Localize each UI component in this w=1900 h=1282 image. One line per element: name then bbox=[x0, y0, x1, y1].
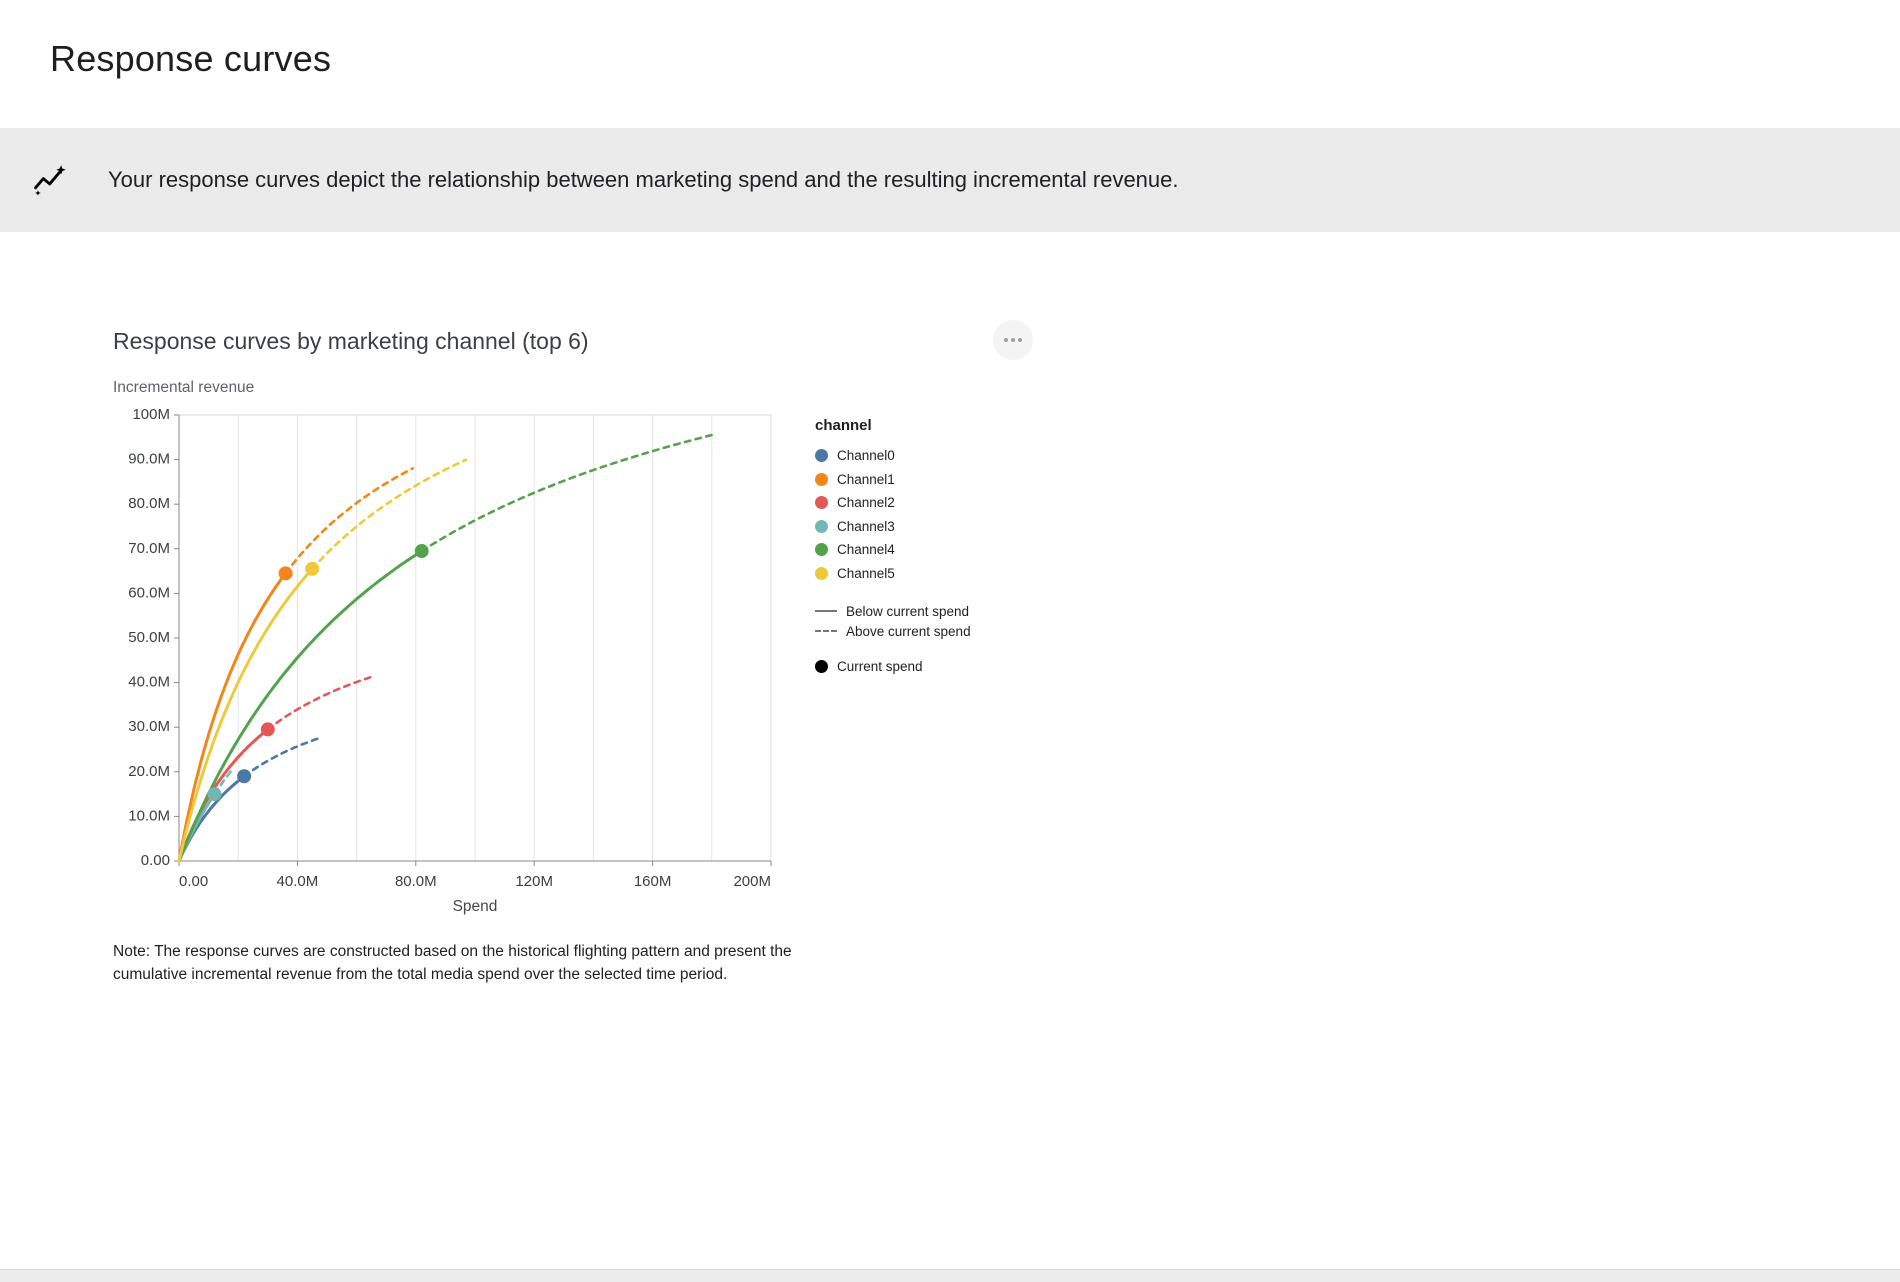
legend-item-label: Channel5 bbox=[837, 565, 895, 581]
chart-legend: channel Channel0 Channel1 Channel2 Channel3… bbox=[815, 401, 971, 679]
x-tick-label: 0.00 bbox=[179, 873, 208, 890]
legend-item-label: Channel4 bbox=[837, 542, 895, 558]
curve-channel1-above-current-spend bbox=[284, 467, 415, 575]
legend-swatch bbox=[815, 472, 828, 486]
current-spend-dot-channel1 bbox=[278, 566, 293, 581]
y-tick-label: 0.00 bbox=[141, 852, 170, 869]
legend-swatch bbox=[815, 449, 828, 463]
legend-item-label: Channel1 bbox=[837, 471, 895, 487]
response-curves-chart: 0.00 10.0M 20.0M 30.0M 40.0M 50.0M 60.0M 70.0M 8… bbox=[128, 406, 772, 915]
current-spend-dot-channel0 bbox=[237, 769, 252, 784]
y-tick-label: 20.0M bbox=[128, 763, 170, 780]
more-options-dot bbox=[1004, 338, 1008, 342]
legend-item-label: Below current spend bbox=[846, 603, 970, 619]
y-tick-label: 100M bbox=[132, 406, 170, 423]
more-options-button[interactable] bbox=[993, 320, 1033, 360]
legend-item-solid-line: Below current spend bbox=[815, 601, 971, 621]
legend-item-channel2: Channel2 bbox=[815, 491, 971, 515]
x-tick-label: 80.0M bbox=[395, 873, 437, 890]
y-tick-label: 60.0M bbox=[128, 584, 170, 601]
y-tick-label: 30.0M bbox=[128, 718, 170, 735]
curve-channel2-above-current-spend bbox=[266, 674, 376, 731]
current-spend-dot-channel2 bbox=[260, 722, 275, 737]
y-tick-label: 40.0M bbox=[128, 674, 170, 691]
y-tick-label: 90.0M bbox=[128, 451, 170, 468]
legend-item-channel1: Channel1 bbox=[815, 468, 971, 492]
y-tick-label: 70.0M bbox=[128, 540, 170, 557]
x-tick-label: 40.0M bbox=[277, 873, 319, 890]
chart-card: Response curves by marketing channel (to… bbox=[113, 320, 1033, 987]
bottom-section-edge bbox=[0, 1269, 1900, 1282]
banner-text: Your response curves depict the relation… bbox=[108, 167, 1179, 192]
insights-icon bbox=[32, 163, 66, 197]
legend-item-channel4: Channel4 bbox=[815, 538, 971, 562]
legend-swatch bbox=[815, 566, 828, 580]
chart-header: Response curves by marketing channel (to… bbox=[113, 320, 1033, 360]
page-title: Response curves bbox=[50, 38, 332, 79]
legend-swatch bbox=[815, 543, 828, 557]
x-tick-label: 200M bbox=[733, 873, 771, 890]
legend-item-label: Channel2 bbox=[837, 495, 895, 511]
current-spend-dot-channel4 bbox=[414, 544, 429, 559]
legend-item-current-spend: Current spend bbox=[815, 655, 971, 679]
legend-item-channel3: Channel3 bbox=[815, 515, 971, 539]
more-options-dot bbox=[1011, 338, 1015, 342]
legend-swatch bbox=[815, 519, 828, 533]
curve-channel4-above-current-spend bbox=[420, 433, 714, 553]
content-area: Response curves by marketing channel (to… bbox=[0, 232, 1900, 987]
dashed-line-icon bbox=[815, 630, 837, 632]
legend-swatch bbox=[815, 496, 828, 510]
curve-channel0-above-current-spend bbox=[242, 737, 320, 778]
x-axis-title: Spend bbox=[453, 898, 498, 915]
legend-channel-items: Channel0 Channel1 Channel2 Channel3 Channel4… bbox=[815, 444, 971, 585]
legend-item-label: Channel3 bbox=[837, 518, 895, 534]
y-tick-label: 80.0M bbox=[128, 495, 170, 512]
y-tick-label: 10.0M bbox=[128, 807, 170, 824]
legend-item-dashed-line: Above current spend bbox=[815, 621, 971, 641]
x-tick-label: 160M bbox=[634, 873, 672, 890]
y-axis-title: Incremental revenue bbox=[113, 379, 255, 396]
current-spend-dot-channel5 bbox=[305, 561, 320, 576]
legend-item-label: Current spend bbox=[837, 659, 923, 675]
page-header: Response curves bbox=[0, 0, 1900, 128]
chart-title: Response curves by marketing channel (to… bbox=[113, 328, 589, 354]
y-tick-label: 50.0M bbox=[128, 629, 170, 646]
legend-title: channel bbox=[815, 417, 872, 434]
legend-item-channel0: Channel0 bbox=[815, 444, 971, 468]
chart-note: Note: The response curves are constructe… bbox=[113, 943, 792, 984]
legend-item-label: Channel0 bbox=[837, 448, 895, 464]
legend-line-styles: Below current spend Above current spend bbox=[815, 601, 971, 641]
curve-channel5-above-current-spend bbox=[310, 458, 468, 571]
current-spend-dot-icon bbox=[815, 660, 828, 674]
info-banner: Your response curves depict the relation… bbox=[0, 128, 1900, 232]
legend-item-label: Above current spend bbox=[846, 623, 971, 639]
more-options-dot bbox=[1018, 338, 1022, 342]
x-tick-label: 120M bbox=[515, 873, 553, 890]
curve-channel5-below-current-spend bbox=[177, 567, 314, 863]
current-spend-dot-channel3 bbox=[207, 787, 222, 802]
chart-row: 0.00 10.0M 20.0M 30.0M 40.0M 50.0M 60.0M 70.0M 8… bbox=[113, 401, 1033, 916]
legend-item-channel5: Channel5 bbox=[815, 562, 971, 586]
curve-channel1-below-current-spend bbox=[177, 571, 288, 863]
curve-channel4-below-current-spend bbox=[177, 549, 424, 863]
solid-line-icon bbox=[815, 610, 837, 612]
